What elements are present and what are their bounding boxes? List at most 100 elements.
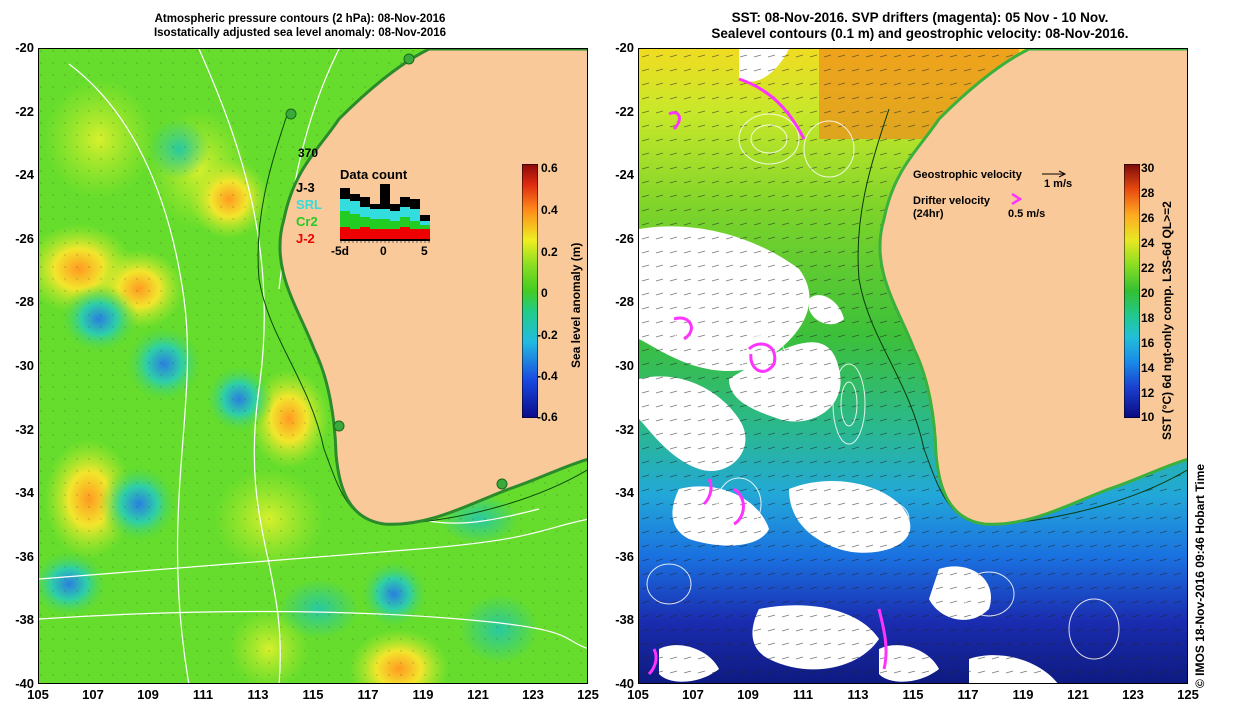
right-lon-tick: 119 bbox=[1012, 687, 1034, 702]
sla-tick-4: -0.2 bbox=[537, 328, 558, 342]
sst-tick-20: 20 bbox=[1141, 286, 1155, 300]
right-lat-tick: -20 bbox=[615, 40, 634, 55]
sst-colorbar bbox=[1124, 164, 1140, 418]
left-lon-tick: 115 bbox=[302, 687, 324, 702]
sst-tick-24: 24 bbox=[1141, 236, 1155, 250]
imos-credit: © IMOS 18-Nov-2016 09:46 Hobart Time bbox=[1193, 463, 1207, 688]
sat-label-srl: SRL bbox=[296, 197, 322, 212]
sla-tick-6: -0.6 bbox=[537, 410, 558, 424]
left-lat-tick: -40 bbox=[15, 676, 34, 691]
left-lon-tick: 109 bbox=[137, 687, 159, 702]
sea-level-anomaly-map[interactable] bbox=[38, 48, 588, 684]
sst-map-svg bbox=[639, 49, 1187, 683]
left-lat-tick: -22 bbox=[15, 103, 34, 119]
sla-tick-0: 0.6 bbox=[541, 161, 558, 175]
sat-label-j3: J-3 bbox=[296, 180, 315, 195]
sst-tick-26: 26 bbox=[1141, 211, 1155, 225]
left-lon-tick: 123 bbox=[522, 687, 544, 702]
left-lat-tick: -34 bbox=[15, 485, 34, 501]
geostrophic-scale: 1 m/s bbox=[1044, 178, 1073, 190]
data-count-title: Data count bbox=[340, 167, 408, 182]
drifter-velocity-label: Drifter velocity bbox=[913, 195, 991, 207]
left-lon-tick: 119 bbox=[412, 687, 434, 702]
left-lat-tick: -30 bbox=[15, 358, 34, 373]
station-markers bbox=[285, 53, 508, 490]
right-lat-tick: -24 bbox=[615, 167, 634, 183]
sat-label-cr2: Cr2 bbox=[296, 214, 318, 229]
bathymetry-contour-right bbox=[857, 108, 1187, 525]
sst-tick-10: 10 bbox=[1141, 410, 1155, 424]
sst-tick-30: 30 bbox=[1141, 161, 1155, 175]
data-count-x-5: 5 bbox=[421, 244, 428, 258]
right-lon-tick: 113 bbox=[847, 687, 869, 702]
right-lon-tick: 105 bbox=[627, 687, 649, 702]
right-lon-tick: 117 bbox=[957, 687, 979, 702]
data-count-x-0: 0 bbox=[380, 244, 387, 258]
sst-colorbar-label: SST (°C) 6d ngt-only comp. L3S-6d QL>=2 bbox=[1160, 201, 1174, 440]
sst-tick-22: 22 bbox=[1141, 261, 1155, 275]
right-lon-tick: 109 bbox=[737, 687, 759, 702]
drifter-velocity-sub: (24hr) bbox=[913, 208, 944, 220]
sst-tick-18: 18 bbox=[1141, 311, 1155, 325]
drifter-scale: 0.5 m/s bbox=[1008, 208, 1046, 220]
sat-label-j2: J-2 bbox=[296, 231, 315, 246]
left-lat-tick: -32 bbox=[15, 421, 34, 437]
geostrophic-arrow-icon bbox=[1042, 170, 1067, 178]
right-lon-tick: 111 bbox=[792, 687, 814, 702]
right-lat-tick: -40 bbox=[615, 676, 634, 691]
left-lon-tick: 111 bbox=[192, 687, 214, 702]
right-lat-tick: -36 bbox=[615, 548, 634, 564]
right-lat-tick: -38 bbox=[615, 612, 634, 628]
coastline-land-right bbox=[878, 49, 1187, 526]
right-lat-tick: -26 bbox=[615, 230, 634, 246]
sst-map[interactable] bbox=[638, 48, 1188, 684]
right-lat-tick: -22 bbox=[615, 103, 634, 119]
left-lon-tick: 125 bbox=[577, 687, 599, 702]
sla-colorbar-label: Sea level anomaly (m) bbox=[569, 242, 583, 368]
sla-tick-2: 0.2 bbox=[541, 245, 558, 259]
left-lon-tick: 113 bbox=[247, 687, 269, 702]
bathymetry-contour bbox=[257, 108, 587, 525]
sla-colorbar bbox=[522, 164, 538, 418]
right-title-line1: SST: 08-Nov-2016. SVP drifters (magenta)… bbox=[731, 10, 1109, 25]
left-lon-tick: 121 bbox=[467, 687, 489, 702]
right-panel-title: SST: 08-Nov-2016. SVP drifters (magenta)… bbox=[640, 10, 1200, 42]
sla-tick-1: 0.4 bbox=[541, 203, 558, 217]
sla-tick-3: 0 bbox=[541, 286, 548, 300]
right-lon-tick: 115 bbox=[902, 687, 924, 702]
sst-tick-16: 16 bbox=[1141, 336, 1155, 350]
left-lon-tick: 105 bbox=[27, 687, 49, 702]
sst-tick-28: 28 bbox=[1141, 186, 1155, 200]
right-lon-tick: 125 bbox=[1177, 687, 1199, 702]
right-title-line2: Sealevel contours (0.1 m) and geostrophi… bbox=[711, 26, 1129, 41]
right-lat-tick: -34 bbox=[615, 485, 634, 501]
left-lat-tick: -28 bbox=[15, 294, 34, 310]
right-lon-tick: 121 bbox=[1067, 687, 1089, 702]
left-lat-tick: -36 bbox=[15, 548, 34, 564]
left-title-line1: Atmospheric pressure contours (2 hPa): 0… bbox=[154, 13, 446, 25]
svp-drifter-tracks bbox=[647, 77, 888, 676]
sea-level-map-svg bbox=[39, 49, 587, 683]
left-lat-tick: -38 bbox=[15, 612, 34, 628]
left-lon-tick: 117 bbox=[357, 687, 379, 702]
data-count-chart bbox=[340, 184, 430, 243]
sst-tick-14: 14 bbox=[1141, 361, 1155, 375]
left-lon-tick: 107 bbox=[82, 687, 104, 702]
sla-tick-5: -0.4 bbox=[537, 369, 558, 383]
left-panel-title: Atmospheric pressure contours (2 hPa): 0… bbox=[90, 12, 510, 40]
left-lat-tick: -20 bbox=[15, 40, 34, 55]
right-lat-tick: -30 bbox=[615, 358, 634, 373]
right-lat-tick: -32 bbox=[615, 421, 634, 437]
drifter-arrow-icon bbox=[1011, 193, 1022, 205]
right-lat-tick: -28 bbox=[615, 294, 634, 310]
left-lat-tick: -24 bbox=[15, 167, 34, 183]
sea-level-contours bbox=[646, 113, 1120, 660]
data-count-max: 370 bbox=[298, 146, 319, 160]
right-lon-tick: 107 bbox=[682, 687, 704, 702]
right-lon-tick: 123 bbox=[1122, 687, 1144, 702]
data-count-x-minus5: -5d bbox=[331, 244, 349, 258]
geostrophic-velocity-label: Geostrophic velocity bbox=[913, 169, 1022, 181]
left-title-line2: Isostatically adjusted sea level anomaly… bbox=[153, 27, 447, 39]
sst-tick-12: 12 bbox=[1141, 386, 1155, 400]
coastline-land bbox=[278, 49, 587, 526]
